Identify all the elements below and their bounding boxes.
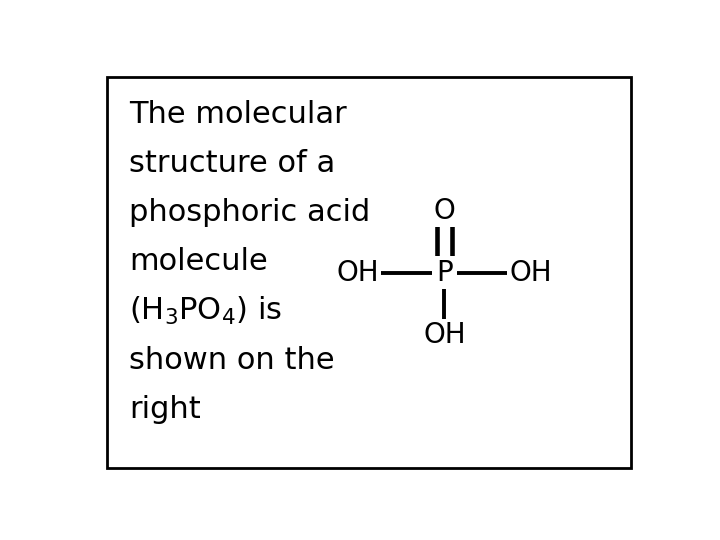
Text: P: P: [436, 259, 453, 287]
Text: OH: OH: [336, 259, 379, 287]
Text: phosphoric acid: phosphoric acid: [129, 198, 370, 227]
Text: right: right: [129, 395, 201, 423]
Text: OH: OH: [423, 321, 466, 349]
Text: molecule: molecule: [129, 247, 268, 276]
Text: (H$_3$PO$_4$) is: (H$_3$PO$_4$) is: [129, 295, 282, 327]
Text: structure of a: structure of a: [129, 149, 336, 178]
Text: OH: OH: [510, 259, 552, 287]
Text: shown on the: shown on the: [129, 346, 335, 375]
Text: The molecular: The molecular: [129, 100, 347, 129]
Text: O: O: [433, 197, 455, 225]
